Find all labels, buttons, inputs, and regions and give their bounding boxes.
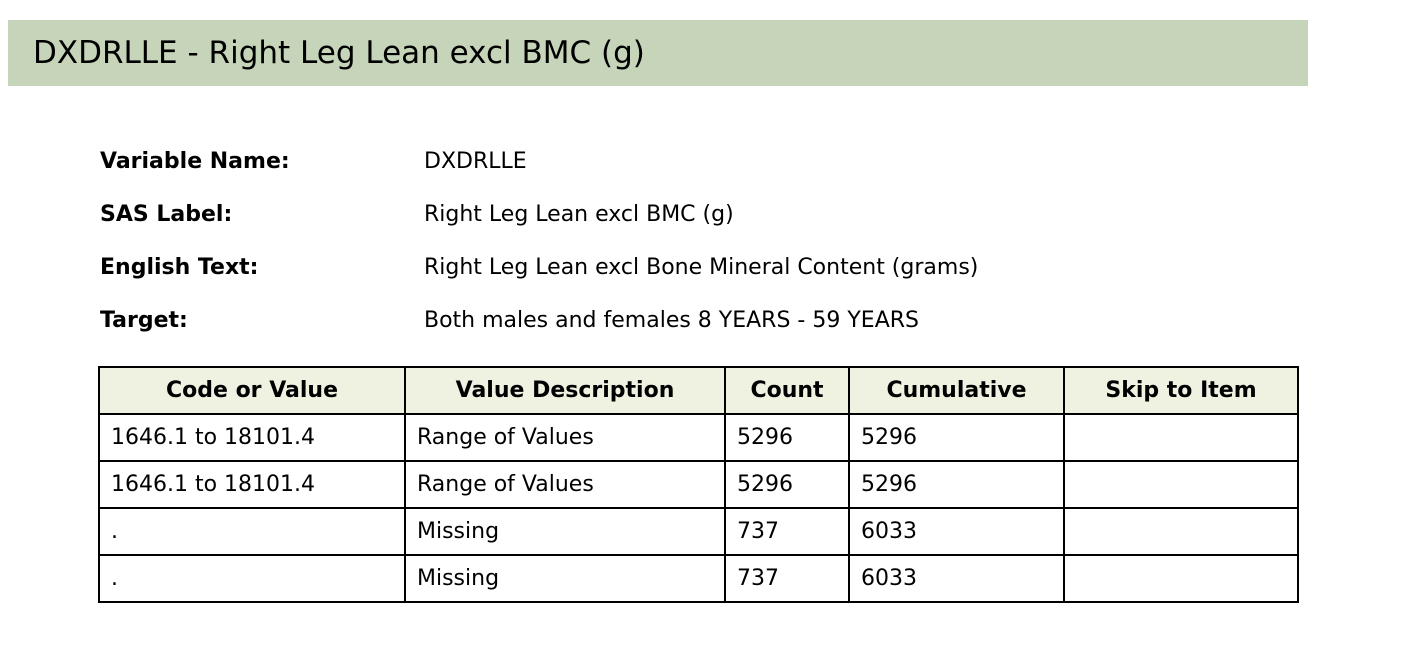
column-header-count: Count	[724, 366, 850, 415]
table-row: 1646.1 to 18101.4 Range of Values 5296 5…	[98, 460, 1299, 509]
cell-skip-to-item	[1063, 554, 1299, 603]
meta-row-sas-label: SAS Label: Right Leg Lean excl BMC (g)	[100, 188, 1300, 241]
title-bar: DXDRLLE - Right Leg Lean excl BMC (g)	[8, 20, 1308, 86]
cell-count: 5296	[724, 413, 850, 462]
cell-count: 737	[724, 554, 850, 603]
cell-code-or-value: .	[98, 507, 406, 556]
table-header-row: Code or Value Value Description Count Cu…	[98, 366, 1299, 415]
column-header-code-or-value: Code or Value	[98, 366, 406, 415]
cell-cumulative: 5296	[848, 460, 1065, 509]
variable-metadata: Variable Name: DXDRLLE SAS Label: Right …	[100, 135, 1300, 347]
meta-row-variable-name: Variable Name: DXDRLLE	[100, 135, 1300, 188]
cell-skip-to-item	[1063, 413, 1299, 462]
cell-count: 5296	[724, 460, 850, 509]
meta-label: Target:	[100, 308, 188, 333]
codebook-table: Code or Value Value Description Count Cu…	[98, 366, 1299, 603]
meta-value: Right Leg Lean excl BMC (g)	[424, 202, 734, 227]
cell-skip-to-item	[1063, 460, 1299, 509]
column-header-cumulative: Cumulative	[848, 366, 1065, 415]
cell-code-or-value: 1646.1 to 18101.4	[98, 460, 406, 509]
cell-count: 737	[724, 507, 850, 556]
meta-label: SAS Label:	[100, 202, 233, 227]
cell-value-description: Range of Values	[404, 413, 726, 462]
meta-label: English Text:	[100, 255, 259, 280]
meta-value: Right Leg Lean excl Bone Mineral Content…	[424, 255, 979, 280]
column-header-value-description: Value Description	[404, 366, 726, 415]
cell-code-or-value: .	[98, 554, 406, 603]
cell-cumulative: 5296	[848, 413, 1065, 462]
cell-cumulative: 6033	[848, 507, 1065, 556]
table-row: . Missing 737 6033	[98, 554, 1299, 603]
meta-value: Both males and females 8 YEARS - 59 YEAR…	[424, 308, 919, 333]
meta-row-english-text: English Text: Right Leg Lean excl Bone M…	[100, 241, 1300, 294]
page-title: DXDRLLE - Right Leg Lean excl BMC (g)	[33, 35, 645, 71]
table-row: 1646.1 to 18101.4 Range of Values 5296 5…	[98, 413, 1299, 462]
meta-row-target: Target: Both males and females 8 YEARS -…	[100, 294, 1300, 347]
cell-value-description: Range of Values	[404, 460, 726, 509]
cell-value-description: Missing	[404, 554, 726, 603]
cell-cumulative: 6033	[848, 554, 1065, 603]
cell-code-or-value: 1646.1 to 18101.4	[98, 413, 406, 462]
meta-value: DXDRLLE	[424, 149, 527, 174]
table-row: . Missing 737 6033	[98, 507, 1299, 556]
column-header-skip-to-item: Skip to Item	[1063, 366, 1299, 415]
meta-label: Variable Name:	[100, 149, 290, 174]
cell-value-description: Missing	[404, 507, 726, 556]
cell-skip-to-item	[1063, 507, 1299, 556]
